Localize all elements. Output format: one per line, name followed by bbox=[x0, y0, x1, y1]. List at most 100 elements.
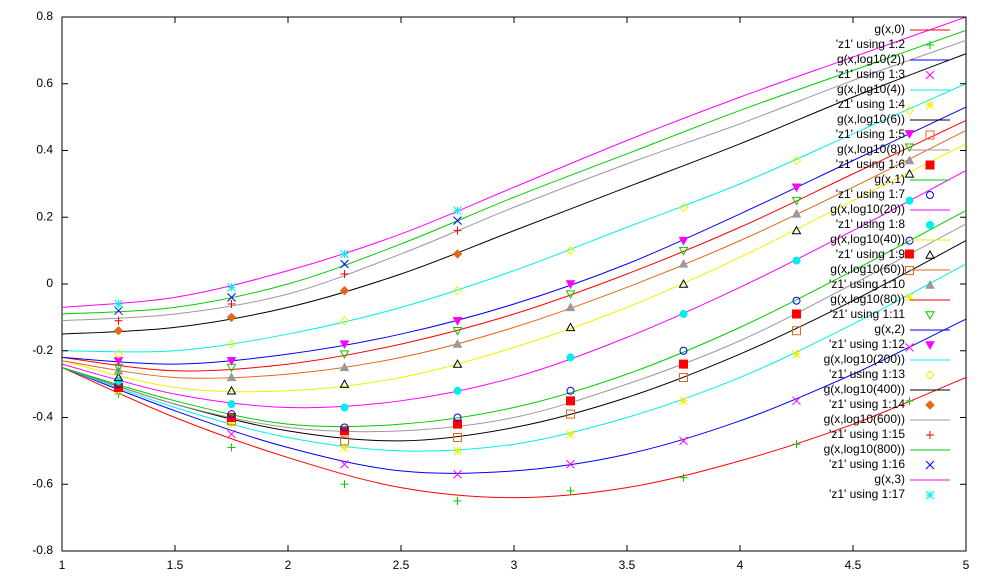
legend-label: 'z1' using 1:3 bbox=[836, 67, 906, 81]
point bbox=[227, 400, 236, 409]
curve bbox=[62, 106, 966, 365]
y-tick-label: 0.6 bbox=[36, 76, 53, 90]
legend-label: 'z1' using 1:16 bbox=[829, 457, 905, 471]
curve bbox=[62, 223, 966, 433]
point bbox=[904, 155, 915, 165]
point bbox=[453, 446, 462, 456]
point bbox=[114, 299, 123, 309]
point bbox=[679, 372, 688, 382]
curve bbox=[62, 17, 966, 308]
legend-marker bbox=[925, 279, 935, 289]
legend-label: 'z1' using 1:6 bbox=[836, 157, 906, 171]
point bbox=[227, 282, 236, 292]
point bbox=[113, 372, 124, 382]
point bbox=[340, 459, 349, 469]
point bbox=[904, 168, 915, 178]
point bbox=[566, 386, 575, 395]
point bbox=[339, 285, 350, 296]
point bbox=[340, 249, 349, 259]
curve bbox=[62, 318, 966, 474]
y-tick-label: -0.2 bbox=[32, 343, 53, 357]
legend-label: g(x,log10(80)) bbox=[830, 292, 905, 306]
legend-label: 'z1' using 1:12 bbox=[829, 337, 905, 351]
legend-label: 'z1' using 1:4 bbox=[836, 97, 906, 111]
point bbox=[453, 433, 462, 443]
point bbox=[791, 208, 802, 218]
point bbox=[227, 300, 236, 309]
legend-label: g(x,log10(4)) bbox=[837, 82, 905, 96]
y-tick-label: -0.4 bbox=[32, 410, 53, 424]
legend-label: 'z1' using 1:2 bbox=[836, 37, 906, 51]
point bbox=[340, 443, 349, 452]
legend-marker bbox=[925, 130, 935, 140]
point bbox=[678, 202, 689, 212]
legend-marker bbox=[926, 191, 934, 199]
legend-marker bbox=[925, 311, 935, 321]
x-tick-label: 1.5 bbox=[167, 558, 184, 572]
point bbox=[791, 225, 802, 235]
point bbox=[566, 429, 575, 439]
point bbox=[679, 310, 688, 319]
point bbox=[453, 413, 462, 422]
curve bbox=[62, 366, 966, 499]
point bbox=[792, 256, 801, 265]
point bbox=[905, 292, 914, 302]
point bbox=[452, 359, 463, 368]
point bbox=[452, 339, 463, 348]
x-tick-label: 3 bbox=[511, 558, 518, 572]
point bbox=[453, 206, 462, 215]
point bbox=[452, 285, 463, 296]
legend-label: 'z1' using 1:14 bbox=[829, 397, 905, 411]
curve bbox=[62, 240, 966, 442]
point bbox=[113, 326, 124, 336]
legend-marker bbox=[925, 100, 935, 110]
point bbox=[792, 309, 801, 319]
curve bbox=[62, 39, 966, 322]
point bbox=[566, 396, 575, 406]
point bbox=[227, 443, 236, 452]
point bbox=[678, 236, 689, 246]
point bbox=[227, 429, 236, 439]
point bbox=[340, 403, 349, 412]
legend-label: g(x,log10(6)) bbox=[837, 112, 905, 126]
point bbox=[791, 196, 802, 206]
plot-area bbox=[62, 17, 966, 505]
point bbox=[114, 316, 123, 325]
point bbox=[114, 306, 123, 316]
legend-marker bbox=[925, 490, 935, 500]
point bbox=[453, 216, 462, 225]
point bbox=[565, 302, 576, 312]
legend-label: 'z1' using 1:11 bbox=[830, 307, 905, 321]
legend-label: 'z1' using 1:5 bbox=[836, 127, 906, 141]
legend-marker bbox=[925, 400, 935, 410]
point bbox=[678, 246, 689, 256]
point bbox=[453, 496, 462, 505]
legend-label: g(x,0) bbox=[874, 22, 905, 36]
point bbox=[792, 396, 801, 406]
point bbox=[904, 143, 915, 153]
curve bbox=[62, 83, 966, 353]
legend-marker bbox=[926, 41, 934, 49]
point bbox=[453, 419, 462, 429]
point bbox=[226, 339, 237, 349]
point bbox=[792, 326, 801, 336]
legend-label: g(x,3) bbox=[874, 472, 905, 486]
point bbox=[566, 353, 575, 362]
point bbox=[792, 296, 801, 305]
point bbox=[679, 359, 688, 369]
legend-marker bbox=[925, 460, 935, 470]
point bbox=[791, 183, 802, 193]
legend-marker bbox=[925, 341, 935, 351]
point bbox=[791, 155, 802, 166]
point bbox=[453, 469, 462, 479]
x-tick-label: 1 bbox=[59, 558, 66, 572]
y-tick-label: 0.2 bbox=[36, 209, 53, 223]
point bbox=[792, 440, 801, 449]
legend-label: 'z1' using 1:8 bbox=[836, 217, 906, 231]
curve bbox=[62, 170, 966, 409]
x-tick-label: 2.5 bbox=[393, 558, 410, 572]
y-tick-label: 0.8 bbox=[36, 9, 53, 23]
point bbox=[453, 226, 462, 235]
legend-label: g(x,log10(200)) bbox=[824, 352, 905, 366]
curve bbox=[62, 263, 966, 452]
